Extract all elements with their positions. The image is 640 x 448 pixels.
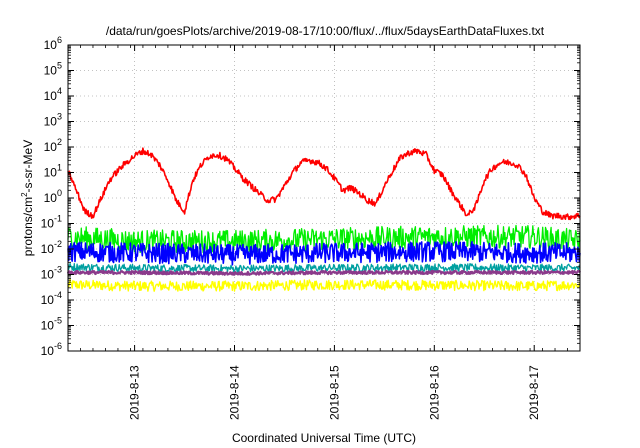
- y-tick-label: 104: [44, 86, 62, 103]
- y-tick-labels: 106 105 104 103 102 101 100 10-1 10-2 10-3 10-4 10-…: [41, 35, 62, 358]
- ticks: [67, 44, 581, 352]
- x-tick-label: 2019-8-17: [527, 365, 541, 420]
- chart-title: /data/run/goesPlots/archive/2019-08-17/1…: [106, 24, 545, 38]
- series-blue-line: [67, 241, 581, 266]
- y-tick-label: 10-6: [41, 341, 62, 358]
- series-purple-line: [66, 269, 581, 276]
- series-group: [66, 147, 581, 292]
- series-teal-line: [67, 262, 581, 274]
- y-axis-label-base: protons/cm: [21, 197, 35, 256]
- y-tick-label: 105: [44, 61, 62, 78]
- y-tick-label: 100: [44, 188, 62, 205]
- y-tick-label: 10-3: [41, 265, 62, 282]
- x-tick-label: 2019-8-16: [427, 365, 441, 420]
- series-red-line: [67, 147, 581, 221]
- x-axis-label: Coordinated Universal Time (UTC): [232, 431, 416, 445]
- y-tick-label: 102: [44, 137, 62, 154]
- y-axis-label: protons/cm2-s-sr-MeV: [20, 140, 35, 256]
- series-yellow-line: [67, 278, 581, 292]
- x-tick-labels: 2019-8-13 2019-8-14 2019-8-15 2019-8-16 2019…: [128, 365, 542, 420]
- x-tick-label: 2019-8-13: [128, 365, 142, 420]
- y-axis-label-rest: -s-sr-MeV: [21, 140, 35, 193]
- y-tick-label: 101: [44, 163, 62, 180]
- y-tick-label: 106: [44, 35, 62, 52]
- y-tick-label: 10-5: [41, 316, 62, 333]
- x-tick-label: 2019-8-14: [228, 365, 242, 420]
- y-tick-label: 103: [44, 112, 62, 129]
- grid: [68, 45, 580, 351]
- y-tick-label: 10-4: [41, 290, 62, 307]
- y-tick-label: 10-1: [41, 214, 62, 231]
- y-tick-label: 10-2: [41, 239, 62, 256]
- x-tick-label: 2019-8-15: [327, 365, 341, 420]
- y-axis-label-sup: 2: [20, 192, 29, 197]
